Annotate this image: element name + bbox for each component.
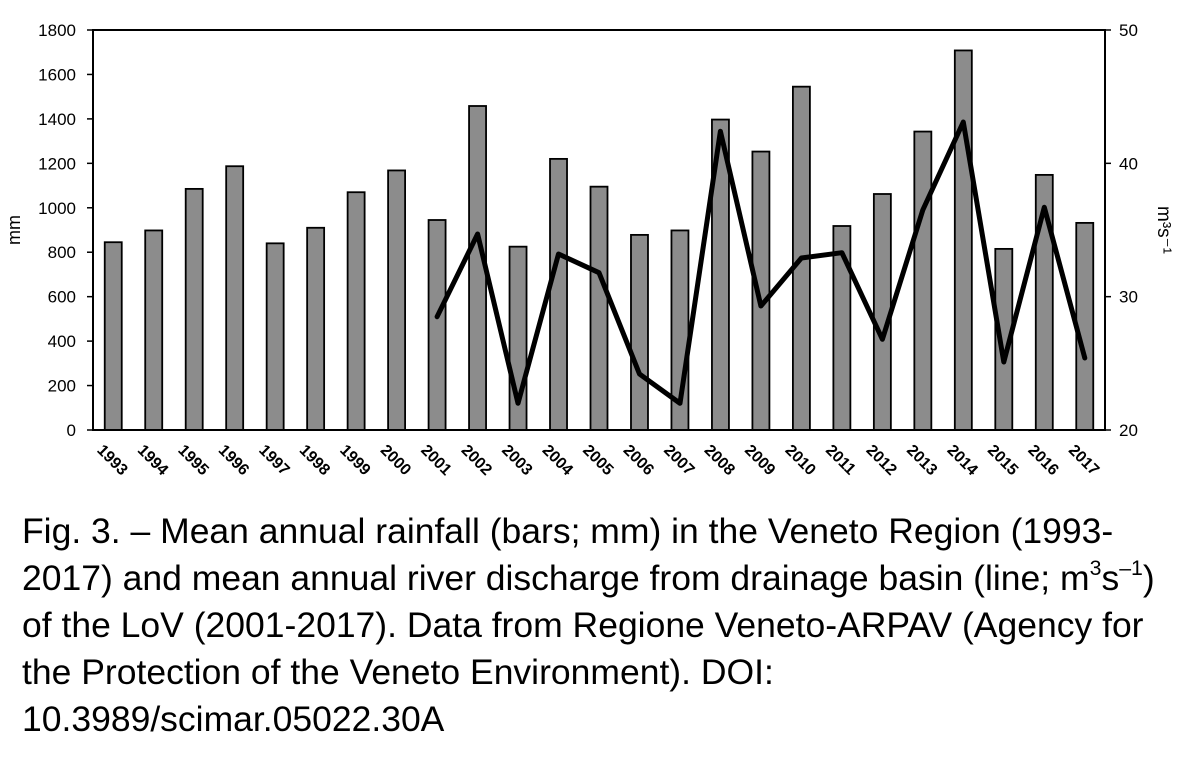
bar-1994 — [144, 229, 164, 431]
y-left-tick-label: 1800 — [38, 21, 76, 40]
y-right-tick-label: 50 — [1119, 21, 1138, 40]
caption-text-end: ) of the LoV (2001-2017). Data from Regi… — [22, 558, 1155, 739]
bar-1999 — [346, 191, 366, 431]
x-tick-label: 2008 — [701, 442, 738, 479]
x-tick-label: 1996 — [215, 442, 252, 479]
bar-2005 — [589, 185, 609, 431]
y-left-tick-label: 800 — [48, 243, 76, 262]
y-left-axis-label: mm — [4, 215, 24, 245]
y-left-tick-label: 400 — [48, 332, 76, 351]
chart: 0 200 400 600 800 1000 1200 1400 1600 1800 20 30 40… — [4, 21, 1174, 479]
y-right-tick-label: 30 — [1119, 288, 1138, 307]
x-tick-label: 2000 — [377, 442, 414, 479]
x-tick-label: 2009 — [741, 442, 778, 479]
bar-1997 — [265, 242, 285, 431]
y-right-axis-label: m³s⁻¹ — [1153, 206, 1174, 254]
x-tick-label: 2014 — [943, 442, 980, 479]
y-left-tick-label: 1600 — [38, 65, 76, 84]
x-tick-label: 2007 — [660, 442, 697, 479]
bar-2014 — [953, 49, 973, 431]
x-tick-label: 2013 — [903, 442, 940, 479]
bar-2001 — [427, 219, 447, 431]
y-left-tick-label: 1200 — [38, 154, 76, 173]
caption-superscript-minus-1: –1 — [1119, 556, 1143, 581]
bar-1996 — [225, 165, 245, 431]
x-tick-label: 2005 — [579, 442, 616, 479]
x-tick-label: 2006 — [620, 442, 657, 479]
x-tick-label: 2002 — [458, 442, 495, 479]
bar-2000 — [387, 169, 407, 431]
x-tick-label: 2001 — [417, 442, 454, 479]
x-tick-label: 2016 — [1024, 442, 1061, 479]
y-right-tick-label: 40 — [1119, 154, 1138, 173]
bar-2012 — [872, 193, 892, 431]
x-tick-label: 2015 — [984, 442, 1021, 479]
y-left-tick-label: 1000 — [38, 199, 76, 218]
right-axis-ticks: 20 30 40 50 — [1105, 21, 1138, 440]
bar-2013 — [913, 130, 933, 431]
x-tick-label: 1994 — [134, 442, 171, 479]
x-axis-tick-labels: 1993 1994 1995 1996 1997 1998 1999 2000 2001 2002… — [93, 442, 1102, 479]
bar-1993 — [103, 241, 123, 431]
x-tick-label: 1998 — [296, 442, 333, 479]
bar-1995 — [184, 187, 204, 431]
x-tick-label: 2003 — [498, 442, 535, 479]
x-tick-label: 2017 — [1065, 442, 1102, 479]
left-axis-ticks: 0 200 400 600 800 1000 1200 1400 1600 1800 — [38, 21, 93, 440]
x-tick-label: 2011 — [822, 442, 859, 479]
y-right-tick-label: 20 — [1119, 421, 1138, 440]
x-tick-label: 1995 — [174, 442, 211, 479]
rainfall-bars — [103, 49, 1095, 431]
y-left-tick-label: 1400 — [38, 110, 76, 129]
bar-2006 — [630, 233, 649, 431]
y-left-tick-label: 0 — [67, 421, 76, 440]
bar-2004 — [549, 157, 568, 431]
discharge-line — [434, 119, 1088, 406]
caption-unit-s: s — [1101, 558, 1120, 598]
caption-text-start: Fig. 3. – Mean annual rainfall (bars; mm… — [22, 511, 1114, 598]
x-tick-label: 2004 — [539, 442, 576, 479]
figure-caption: Fig. 3. – Mean annual rainfall (bars; mm… — [22, 508, 1172, 743]
caption-superscript-3: 3 — [1089, 556, 1102, 581]
x-tick-label: 2012 — [863, 442, 900, 479]
y-left-tick-label: 600 — [48, 288, 76, 307]
x-tick-label: 1999 — [336, 442, 373, 479]
x-tick-label: 2010 — [782, 442, 819, 479]
x-tick-label: 1997 — [255, 442, 292, 479]
y-left-tick-label: 200 — [48, 377, 76, 396]
bar-1998 — [306, 226, 326, 431]
plot-frame — [92, 29, 1106, 431]
x-tick-label: 1993 — [93, 442, 130, 479]
